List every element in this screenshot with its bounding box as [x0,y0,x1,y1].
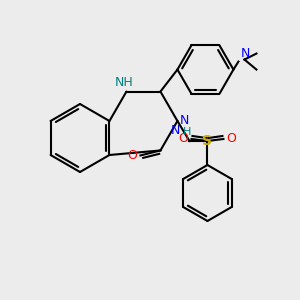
Text: O: O [226,133,236,146]
Text: H: H [183,127,192,137]
Text: N: N [171,124,180,137]
Text: S: S [202,134,212,148]
Text: O: O [178,133,188,146]
Text: O: O [128,149,137,162]
Text: N: N [179,115,189,128]
Text: NH: NH [115,76,134,88]
Text: N: N [240,46,250,60]
